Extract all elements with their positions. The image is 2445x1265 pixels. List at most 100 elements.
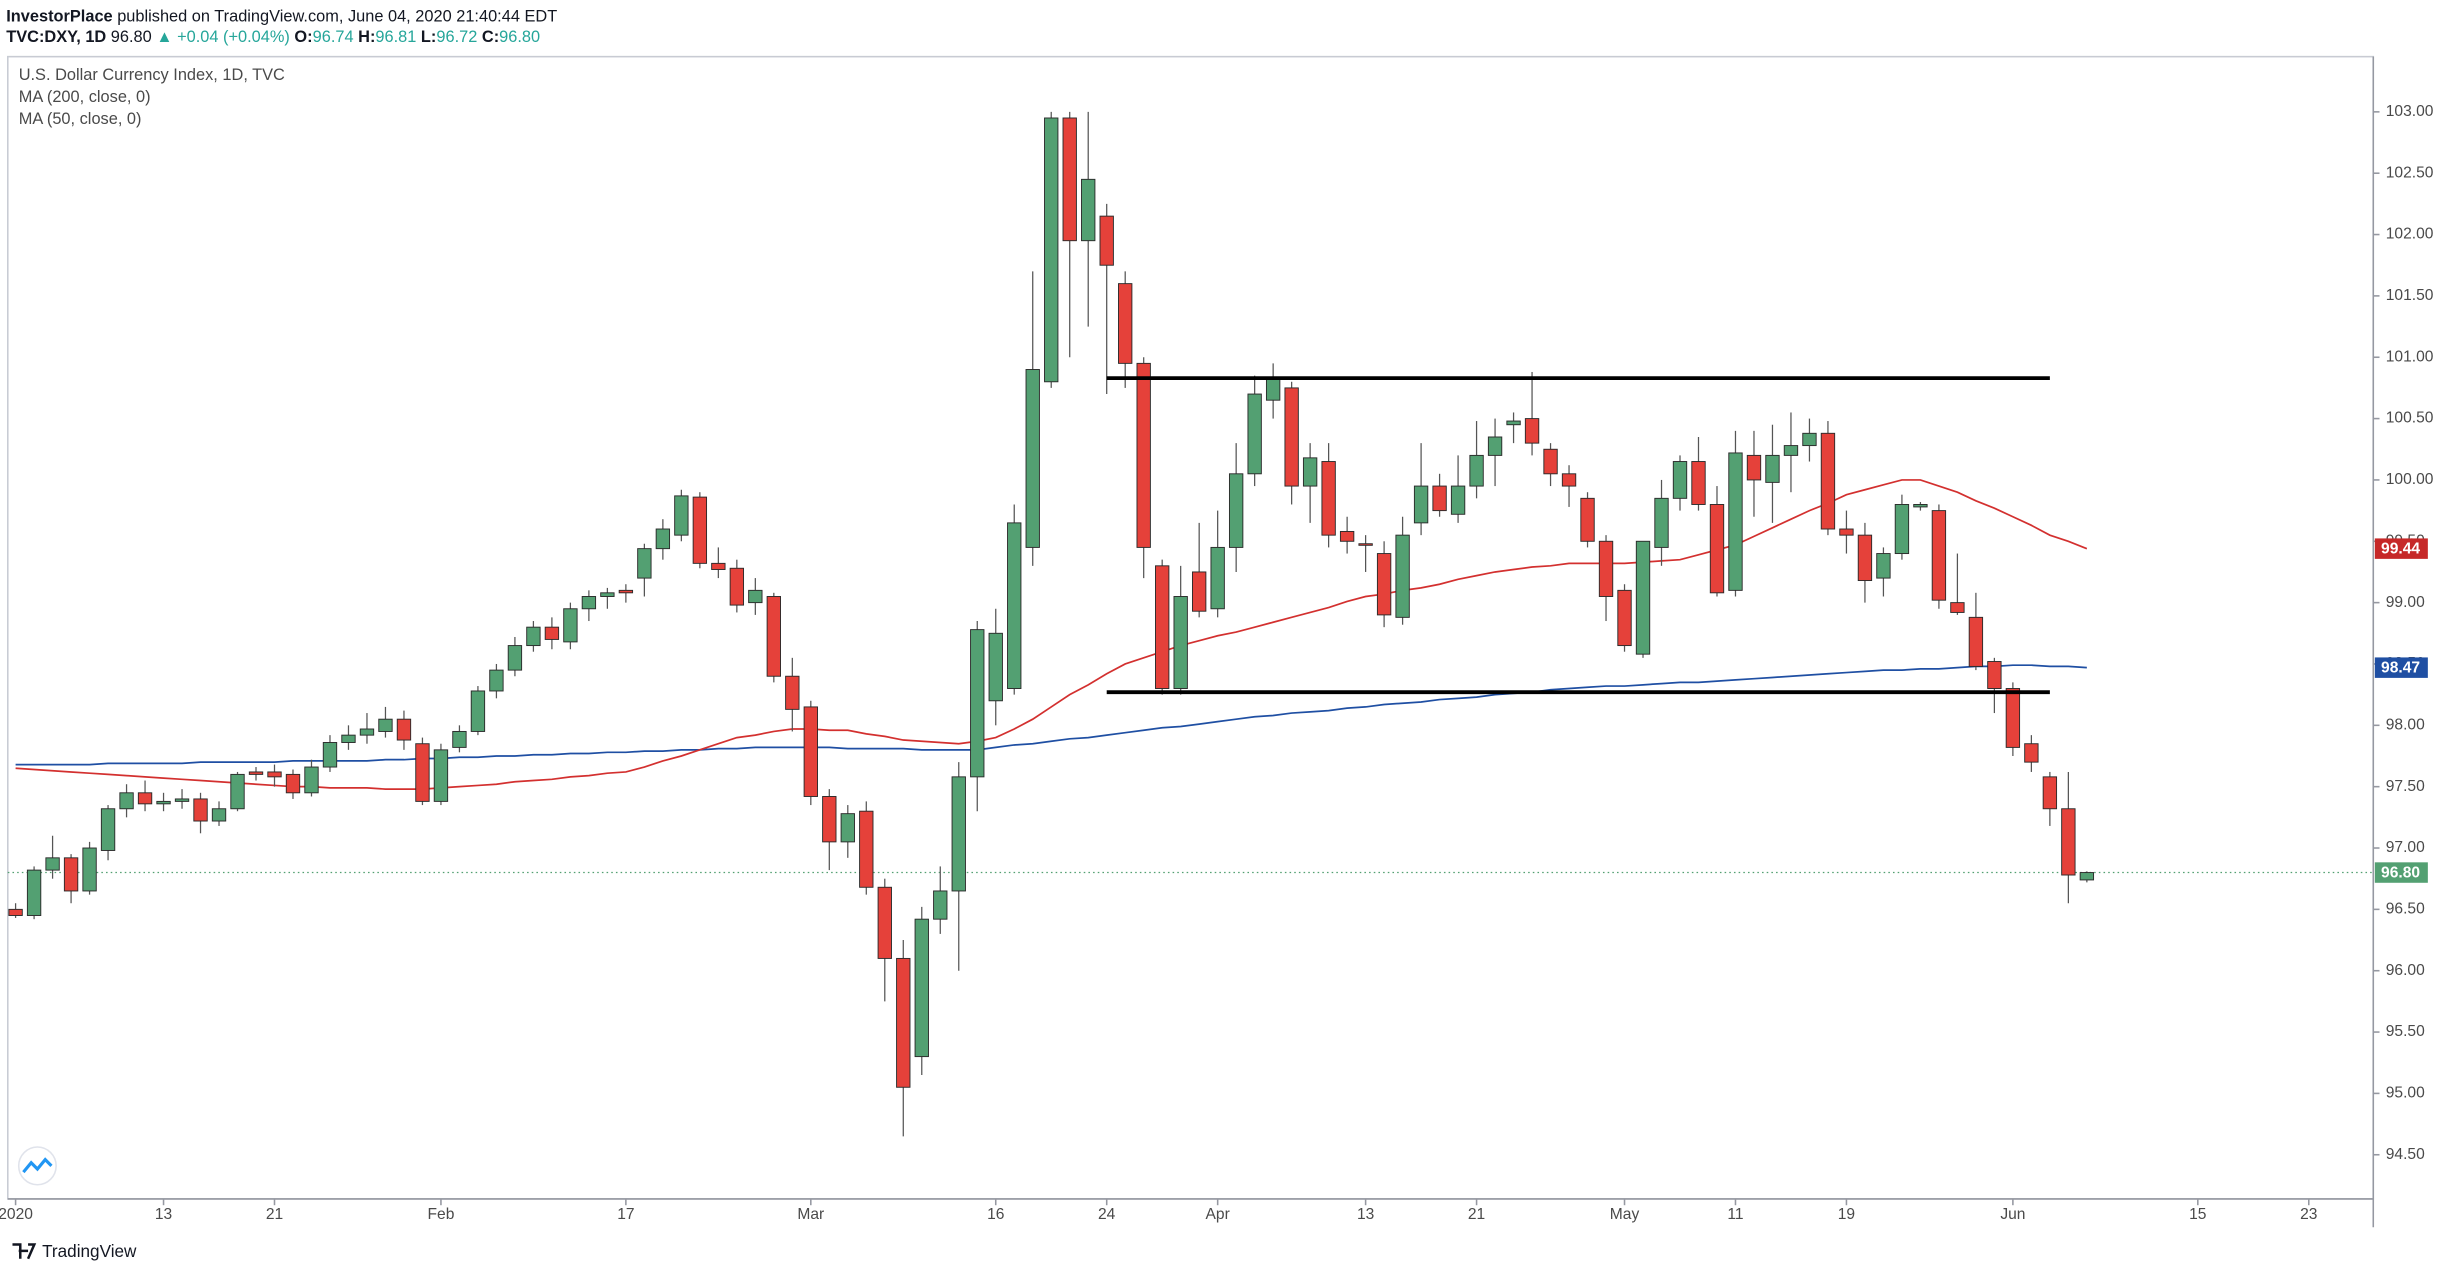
candle-body (1025, 369, 1040, 548)
candle-body (1136, 362, 1151, 548)
candle-body (1339, 530, 1355, 542)
y-tick-label: 101.00 (2386, 348, 2434, 365)
candle-body (729, 567, 745, 606)
candle-body (1561, 473, 1577, 487)
candle-body (433, 749, 449, 802)
candle-body (100, 808, 116, 851)
candle-body (711, 562, 726, 570)
footer-brand: TradingView (42, 1241, 137, 1261)
candle-body (119, 792, 134, 810)
y-tick-label: 95.00 (2386, 1085, 2425, 1102)
symbol: TVC:DXY, 1D (6, 28, 106, 46)
candle-body (359, 728, 375, 736)
candle-body (507, 645, 523, 671)
candle-body (526, 626, 541, 647)
candle-body (1395, 534, 1410, 618)
candle-body (1931, 510, 1947, 601)
candle-body (1118, 283, 1133, 364)
candle-body (766, 596, 781, 677)
candle-body (26, 869, 42, 916)
candle-body (1876, 553, 1891, 579)
ohlc-value: 96.74 (313, 28, 354, 46)
candle-body (1950, 602, 1965, 613)
candle-body (2042, 776, 2058, 810)
publisher: InvestorPlace (6, 8, 112, 26)
candle-body (1173, 596, 1188, 689)
candle-body (618, 589, 634, 594)
ohlc-value: 96.81 (375, 28, 416, 46)
x-tick-label: Apr (1206, 1206, 1230, 1223)
candle-body (1432, 485, 1447, 512)
candle-body (1635, 540, 1651, 655)
ohlc-key: C: (482, 28, 499, 46)
candle-body (470, 690, 486, 732)
legend-entry: MA (200, close, 0) (19, 88, 151, 106)
last-price: 96.80 (111, 28, 152, 46)
candle-body (1524, 418, 1540, 444)
candle-body (785, 675, 800, 710)
candle-body (600, 592, 615, 597)
y-tick-label: 101.50 (2386, 287, 2434, 304)
candle-body (581, 596, 597, 610)
candle-body (1506, 420, 1521, 426)
ma-line (15, 664, 2087, 766)
candle-body (1284, 387, 1299, 487)
candle-body (1191, 571, 1207, 612)
candle-body (174, 798, 190, 802)
candle-body (1413, 485, 1429, 524)
y-tick-label: 94.50 (2386, 1146, 2425, 1163)
ohlc-key: H: (358, 28, 375, 46)
y-tick-label: 96.00 (2386, 962, 2425, 979)
candle-body (1044, 117, 1059, 383)
candle-body (211, 808, 227, 822)
x-tick-label: 21 (266, 1206, 283, 1223)
candle-body (1709, 504, 1725, 594)
candle-body (396, 718, 412, 741)
candle-body (1672, 461, 1688, 499)
y-tick-label: 102.50 (2386, 164, 2434, 181)
candle-body (1783, 445, 1799, 456)
tv-badge[interactable] (17, 1146, 57, 1186)
y-tick-label: 96.50 (2386, 900, 2425, 917)
candle-body (1968, 616, 1984, 667)
footer-logo (12, 1243, 37, 1260)
candle-body (1062, 117, 1077, 242)
x-tick-label: 17 (617, 1206, 634, 1223)
candle-body (415, 743, 430, 802)
candle-body (82, 847, 97, 892)
x-tick-label: 2020 (0, 1206, 33, 1223)
candle-body (1487, 436, 1503, 456)
ohlc-key: O: (294, 28, 312, 46)
y-tick-label: 97.00 (2386, 839, 2425, 856)
publish-line: InvestorPlace published on TradingView.c… (6, 8, 557, 26)
candle-body (1469, 454, 1484, 487)
badge-circle[interactable] (17, 1146, 57, 1186)
candle-body (951, 776, 966, 892)
price-label-box (2374, 657, 2428, 678)
candle-body (748, 589, 763, 604)
candle-body (378, 718, 393, 732)
candle-body (1228, 473, 1244, 548)
candle-body (2024, 743, 2039, 763)
candle-body (8, 908, 23, 916)
candle-body (1099, 215, 1114, 266)
price-label: 96.80 (2381, 864, 2420, 881)
badge-icon (22, 1157, 53, 1174)
candle-body (1913, 504, 1928, 508)
candle-body (859, 810, 874, 888)
y-tick-label: 102.00 (2386, 226, 2434, 243)
change: ▲ +0.04 (+0.04%) (156, 28, 290, 46)
symbol-line: TVC:DXY, 1D 96.80 ▲ +0.04 (+0.04%) O:96.… (6, 28, 540, 46)
x-tick-label: Jun (2000, 1206, 2025, 1223)
candle-body (877, 886, 892, 959)
candle-body (2079, 872, 2095, 881)
x-tick-label: 11 (1727, 1206, 1743, 1223)
x-tick-label: Mar (797, 1206, 824, 1223)
candle-body (1376, 553, 1392, 616)
y-tick-label: 98.00 (2386, 716, 2425, 733)
price-label: 99.44 (2381, 541, 2420, 558)
y-tick-label: 100.50 (2386, 410, 2434, 427)
candle-body (322, 742, 338, 768)
x-tick-label: 13 (155, 1206, 173, 1223)
